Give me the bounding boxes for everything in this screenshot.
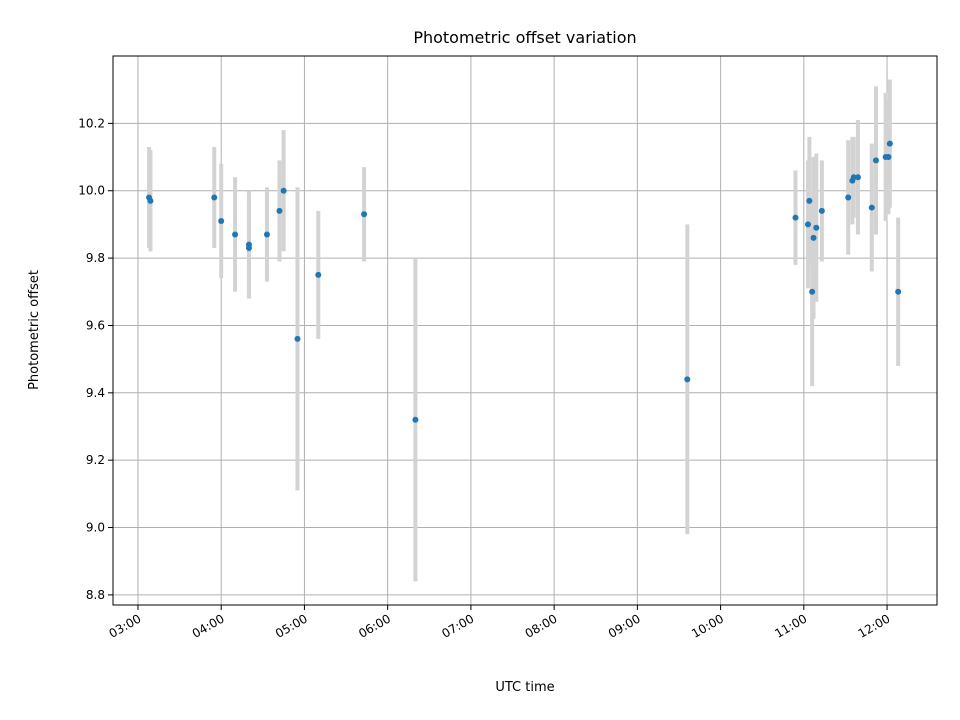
data-point: [684, 376, 691, 383]
data-point: [361, 211, 368, 218]
y-tick-label: 9.4: [86, 386, 105, 400]
y-axis-label: Photometric offset: [27, 270, 42, 390]
x-tick-label: 12:00: [856, 611, 893, 640]
data-point: [810, 234, 817, 241]
y-tick-label: 9.8: [86, 251, 105, 265]
x-tick-label: 11:00: [772, 611, 809, 640]
y-tick-label: 9.0: [86, 521, 105, 535]
data-point: [147, 197, 154, 204]
data-point: [868, 204, 875, 211]
x-axis-ticks: 03:00 04:00 05:00 06:00 07:00 08:00 09:00 10:00…: [107, 605, 893, 641]
data-point: [280, 187, 287, 194]
y-tick-label: 9.2: [86, 453, 105, 467]
data-point: [263, 231, 270, 238]
data-point: [885, 154, 892, 161]
x-tick-label: 04:00: [190, 611, 227, 640]
data-point: [412, 416, 419, 423]
x-tick-label: 07:00: [439, 611, 476, 640]
data-point: [276, 207, 283, 214]
x-tick-label: 08:00: [523, 611, 560, 640]
data-point: [854, 174, 861, 181]
x-tick-label: 10:00: [689, 611, 726, 640]
chart-title: Photometric offset variation: [413, 28, 636, 47]
data-point: [886, 140, 893, 147]
x-tick-label: 05:00: [273, 611, 310, 640]
x-axis-label: UTC time: [495, 680, 554, 695]
data-point: [804, 221, 811, 228]
data-point: [813, 224, 820, 231]
data-point: [245, 244, 252, 251]
data-point: [211, 194, 218, 201]
data-point: [294, 335, 301, 342]
x-tick-label: 09:00: [606, 611, 643, 640]
data-point: [845, 194, 852, 201]
x-tick-label: 06:00: [356, 611, 393, 640]
x-tick-label: 03:00: [107, 611, 144, 640]
y-tick-label: 8.8: [86, 588, 105, 602]
data-point: [850, 174, 857, 181]
y-tick-label: 10.0: [78, 184, 105, 198]
data-point: [315, 271, 322, 278]
grid: [113, 56, 937, 605]
data-point: [895, 288, 902, 295]
data-point: [818, 207, 825, 214]
data-point: [792, 214, 799, 221]
data-point: [809, 288, 816, 295]
error-bars: [147, 79, 901, 582]
y-tick-label: 10.2: [78, 116, 105, 130]
plot-frame: [112, 55, 938, 606]
y-axis-ticks: 8.8 9.0 9.2 9.4 9.6 9.8 10.0 10.2: [78, 116, 113, 602]
data-point: [232, 231, 239, 238]
data-points: [146, 140, 902, 423]
data-point: [218, 218, 225, 225]
data-point: [806, 197, 813, 204]
data-point: [872, 157, 879, 164]
y-tick-label: 9.6: [86, 318, 105, 332]
